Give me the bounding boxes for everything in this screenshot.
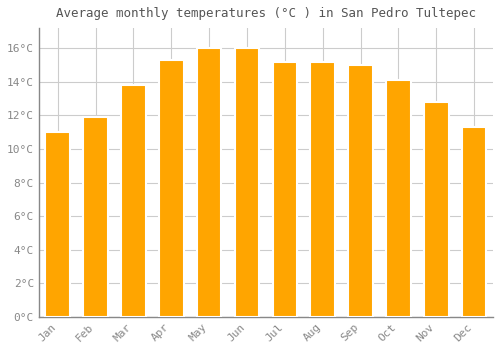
Bar [386,80,410,317]
Bar [424,102,448,317]
Bar [84,117,108,317]
Bar [197,48,222,317]
Title: Average monthly temperatures (°C ) in San Pedro Tultepec: Average monthly temperatures (°C ) in Sa… [56,7,476,20]
Bar [159,60,184,317]
Bar [46,132,70,317]
Bar [462,127,486,317]
Bar [272,62,297,317]
Bar [348,65,373,317]
Bar [310,62,335,317]
Bar [234,48,260,317]
Bar [121,85,146,317]
